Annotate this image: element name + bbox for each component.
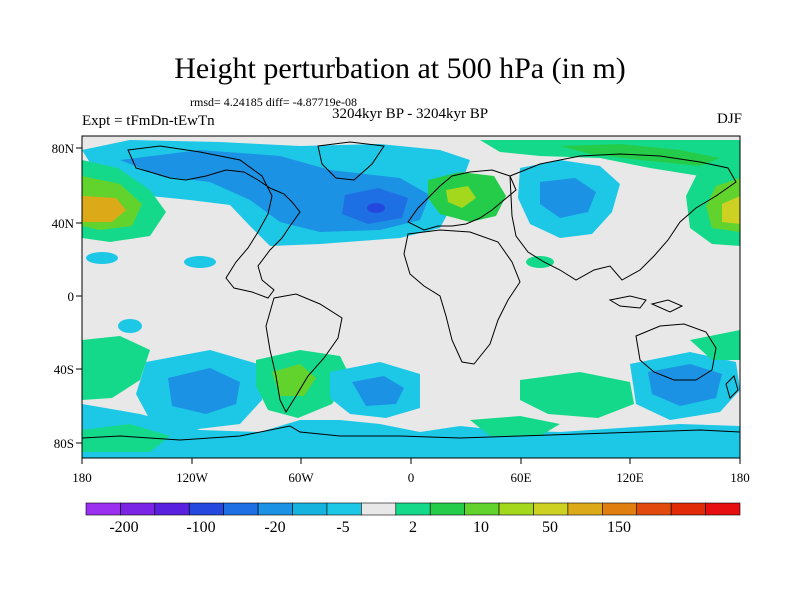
contour-antarctic-negative — [82, 404, 740, 458]
colorbar-swatch-8 — [361, 502, 397, 516]
colorbar-label-7: 50 — [542, 519, 558, 536]
coastline-africa — [403, 229, 521, 365]
colorbar-swatch-5 — [257, 502, 293, 516]
colorbar-swatch-18 — [705, 502, 741, 516]
contour-australia-positive — [690, 330, 740, 360]
colorbar-swatch-14 — [567, 502, 603, 516]
contour-fields — [82, 140, 740, 458]
colorbar-label-3: -20 — [264, 519, 286, 536]
lon-label-120w: 120W — [176, 470, 208, 485]
contour-south-america-positive-mid — [272, 364, 316, 396]
colorbar-swatch-2 — [154, 502, 190, 516]
lat-tick-marks — [76, 147, 82, 444]
coastline-australia — [635, 323, 717, 381]
colorbar-label-2: -100 — [186, 519, 216, 536]
contour-tropical-patch-2 — [184, 256, 216, 268]
contour-south-indian-positive — [520, 372, 634, 418]
lat-label-eq: 0 — [67, 289, 75, 304]
coastline-indonesia — [608, 295, 684, 313]
lon-label-180e: 180 — [730, 470, 750, 485]
stats-text: rmsd= 4.24185 diff= -4.87719e-08 — [190, 95, 357, 109]
lon-tick-marks — [81, 458, 741, 464]
coastline-greenland — [317, 141, 385, 181]
coastline-new-zealand — [725, 375, 739, 399]
contour-south-pacific-negative-mid — [168, 368, 240, 414]
contour-tropical-patch-4 — [526, 256, 554, 268]
contour-south-pacific-positive — [82, 336, 150, 400]
colorbar-swatch-16 — [636, 502, 672, 516]
coastline-south-america — [265, 293, 343, 414]
colorbar-label-1: -200 — [109, 519, 139, 536]
contour-antarctic-positive-1 — [82, 424, 170, 452]
colorbar-swatch-12 — [498, 502, 534, 516]
colorbar-swatch-4 — [223, 502, 259, 516]
lat-label-40s: 40S — [53, 362, 74, 377]
colorbar-label-8: 150 — [607, 519, 631, 536]
contour-north-atlantic-center — [367, 203, 385, 213]
contour-south-indian-negative-mid — [648, 364, 722, 406]
colorbar-swatch-15 — [602, 502, 638, 516]
coastline-europe — [407, 169, 517, 231]
coastline-asia — [509, 153, 737, 281]
lon-label-0: 0 — [407, 470, 415, 485]
lat-label-80n: 80N — [51, 141, 74, 156]
colorbar-swatch-10 — [429, 502, 465, 516]
coastlines — [82, 141, 740, 441]
contour-tropical-patch-3 — [118, 319, 142, 333]
lat-label-40n: 40N — [51, 216, 74, 231]
contour-south-atlantic-negative-mid — [352, 376, 404, 406]
contour-pacific-positive-east-core — [722, 196, 740, 224]
colorbar-label-5: 2 — [409, 519, 417, 536]
colorbar-swatch-11 — [464, 502, 500, 516]
coastline-north-america — [127, 145, 301, 299]
colorbar-swatch-6 — [292, 502, 328, 516]
colorbar-label-4: -5 — [336, 519, 350, 536]
season-label: DJF — [716, 111, 742, 127]
contour-arctic-positive — [480, 140, 740, 176]
colorbar-swatch-0 — [85, 502, 121, 516]
lon-label-60w: 60W — [288, 470, 314, 485]
contour-pacific-positive-west-core — [82, 196, 126, 222]
contour-asia-negative — [540, 178, 596, 218]
colorbar-swatch-9 — [395, 502, 431, 516]
lat-label-80s: 80S — [53, 436, 74, 451]
lon-label-60e: 60E — [510, 470, 532, 485]
colorbar-swatch-3 — [188, 502, 224, 516]
colorbar — [85, 502, 741, 516]
lon-label-120e: 120E — [616, 470, 644, 485]
subtitle: 3204kyr BP - 3204kyr BP — [331, 106, 489, 122]
contour-antarctic-positive-2 — [470, 416, 560, 436]
coastline-antarctica — [82, 425, 740, 441]
experiment-label: Expt = tFmDn-tEwTn — [82, 113, 215, 129]
colorbar-swatch-1 — [120, 502, 156, 516]
contour-europe-core — [446, 186, 476, 208]
contour-tropical-patch-1 — [86, 252, 118, 264]
colorbar-label-6: 10 — [473, 519, 489, 536]
colorbar-swatch-13 — [533, 502, 569, 516]
lon-label-180w: 180 — [72, 470, 92, 485]
colorbar-swatch-17 — [670, 502, 706, 516]
chart-title: Height perturbation at 500 hPa (in m) — [174, 52, 626, 85]
colorbar-swatch-7 — [326, 502, 362, 516]
